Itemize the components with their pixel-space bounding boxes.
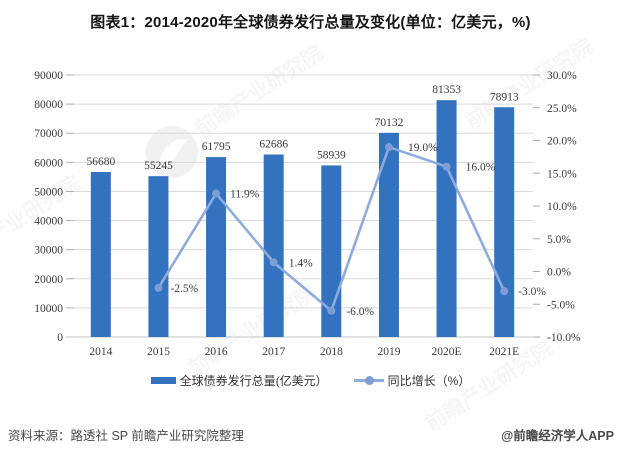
bar-label-2017: 62686 <box>259 139 288 151</box>
legend: 全球债券发行总量(亿美元） 同比增长（%） <box>0 372 621 389</box>
x-axis-label-2014: 2014 <box>89 346 112 358</box>
bar-2014 <box>90 171 111 337</box>
line-marker-2017 <box>269 258 278 267</box>
line-marker-2021E <box>500 287 509 296</box>
line-label-2020E: 16.0% <box>466 162 496 174</box>
left-axis-tick-label: 40000 <box>34 216 63 228</box>
legend-line-label: 同比增长（%） <box>387 374 471 388</box>
right-axis-tick-label: 5.0% <box>547 234 571 246</box>
line-label-2021E: -3.0% <box>518 286 546 298</box>
right-axis-tick-label: 30.0% <box>547 70 577 82</box>
bar-2021E <box>494 107 515 338</box>
x-axis-label-2021E: 2021E <box>489 346 519 358</box>
x-axis-label-2016: 2016 <box>205 346 228 358</box>
line-marker-2018 <box>327 306 336 315</box>
left-axis-tick-label: 90000 <box>34 70 63 82</box>
bar-label-2018: 58939 <box>317 149 346 161</box>
line-label-2018: -6.0% <box>346 306 374 318</box>
left-axis-tick-label: 60000 <box>34 157 63 169</box>
x-axis-label-2017: 2017 <box>262 346 285 358</box>
x-axis-label-2018: 2018 <box>320 346 343 358</box>
bar-2015 <box>148 176 169 337</box>
left-axis-tick-label: 20000 <box>34 274 63 286</box>
left-axis-tick-label: 80000 <box>34 99 63 111</box>
left-axis-tick-label: 30000 <box>34 245 63 257</box>
bar-label-2014: 56680 <box>86 156 115 168</box>
line-marker-2019 <box>384 143 393 152</box>
line-label-2015: -2.5% <box>170 283 198 295</box>
x-axis-label-2015: 2015 <box>147 346 170 358</box>
bar-series-swatch-icon <box>150 377 176 384</box>
line-marker-2020E <box>442 162 451 171</box>
bar-label-2021E: 78913 <box>490 91 519 103</box>
line-label-2016: 11.9% <box>230 189 260 201</box>
line-series-swatch-icon <box>353 376 384 385</box>
legend-item-line: 同比增长（%） <box>353 372 471 389</box>
right-axis-tick-label: 25.0% <box>547 103 577 115</box>
x-axis-label-2020E: 2020E <box>432 346 462 358</box>
left-axis-tick-label: 70000 <box>34 128 63 140</box>
left-axis-tick-label: 50000 <box>34 186 63 198</box>
line-marker-icon <box>364 376 374 385</box>
bar-label-2020E: 81353 <box>432 84 461 96</box>
left-axis-tick-label: 10000 <box>34 303 63 315</box>
bar-label-2015: 55245 <box>144 160 173 172</box>
right-axis-tick-label: -10.0% <box>547 332 581 344</box>
bar-label-2016: 61795 <box>202 141 231 153</box>
legend-item-bar: 全球债券发行总量(亿美元） <box>150 372 328 389</box>
right-axis-tick-label: 15.0% <box>547 168 577 180</box>
bar-2017 <box>263 154 284 337</box>
right-axis-tick-label: 20.0% <box>547 136 577 148</box>
right-axis-tick-label: 10.0% <box>547 201 577 213</box>
line-label-2019: 19.0% <box>408 142 438 154</box>
bar-2016 <box>206 157 227 337</box>
x-axis-label-2019: 2019 <box>377 346 400 358</box>
chart-plot-area: 0 10000 20000 30000 40000 50000 60000 70000 8000… <box>34 70 581 358</box>
line-marker-2015 <box>154 283 163 292</box>
chart-title: 图表1：2014-2020年全球债券发行总量及变化(单位：亿美元，%) <box>90 14 531 31</box>
right-axis-tick-label: -5.0% <box>547 299 575 311</box>
line-marker-2016 <box>212 189 221 198</box>
source-note: 资料来源：路透社 SP 前瞻产业研究院整理 <box>8 429 244 443</box>
left-axis-tick-label: 0 <box>57 332 63 344</box>
legend-bar-label: 全球债券发行总量(亿美元） <box>179 374 328 388</box>
credit-note: @前瞻经济学人APP <box>501 429 614 443</box>
bar-label-2019: 70132 <box>375 117 404 129</box>
right-axis-tick-label: 0.0% <box>547 267 571 279</box>
bar-2019 <box>378 132 399 337</box>
bar-2020E <box>436 100 457 337</box>
line-label-2017: 1.4% <box>289 257 313 269</box>
